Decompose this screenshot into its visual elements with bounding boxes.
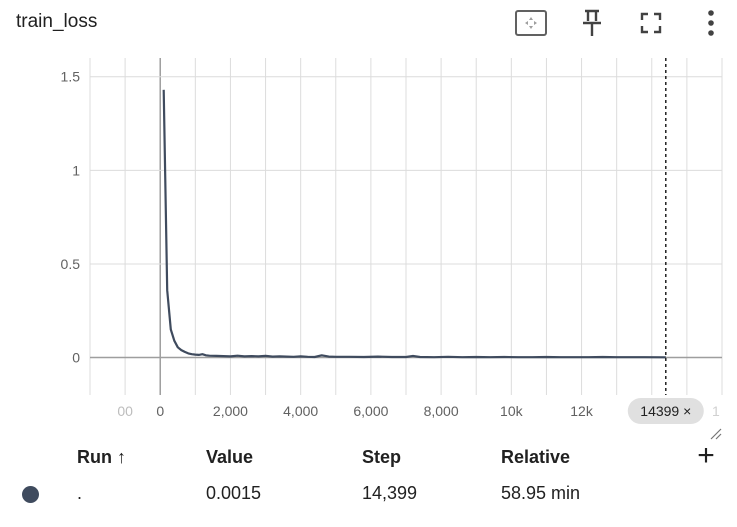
card-title: train_loss: [16, 11, 98, 32]
series-line[interactable]: [162, 89, 666, 359]
x-tick-label: 4,000: [283, 403, 318, 419]
run-color-dot[interactable]: [22, 486, 39, 503]
x-tick-label: 6,000: [353, 403, 388, 419]
run-value: 0.0015: [206, 483, 262, 503]
step-column-header: Step: [362, 447, 402, 467]
y-tick-label: 0.5: [61, 256, 81, 272]
run-step: 14,399: [362, 483, 418, 503]
add-column-button[interactable]: +: [697, 439, 715, 472]
y-tick-label: 1: [72, 162, 80, 178]
resize-icon: [710, 428, 722, 440]
y-tick-label: 1.5: [61, 69, 81, 85]
value-column-header: Value: [206, 447, 254, 467]
more-options-button[interactable]: [694, 6, 728, 40]
x-tick-label: 8,000: [424, 403, 459, 419]
fullscreen-icon: [640, 12, 662, 34]
pin-icon: [583, 9, 601, 36]
run-relative: 58.95 min: [501, 483, 581, 503]
run-column-header[interactable]: Run ↑: [77, 447, 126, 467]
x-tick-label: 0: [156, 403, 164, 419]
more-vert-icon: [708, 10, 714, 36]
x-tick-label: 10k: [500, 403, 524, 419]
x-tick-label: 2,000: [213, 403, 248, 419]
step-marker-chip[interactable]: [627, 398, 704, 424]
loss-chart[interactable]: 00.511.5 00 0 2,000 4,000 6,000 8,000 10k 12k 1 …: [0, 50, 737, 430]
pin-button[interactable]: [575, 6, 609, 40]
relative-column-header: Relative: [501, 447, 571, 467]
run-name: .: [77, 483, 83, 503]
fit-domain-button[interactable]: [514, 6, 548, 40]
x-tick-label: 12k: [570, 403, 594, 419]
fit-domain-icon: [515, 10, 547, 36]
y-tick-label: 0: [72, 350, 80, 366]
step-marker-label[interactable]: 14399 ×: [640, 403, 691, 419]
x-tick-label-clipped: 1: [712, 403, 720, 419]
fullscreen-button[interactable]: [634, 6, 668, 40]
x-tick-label: 00: [117, 403, 133, 419]
resize-handle[interactable]: [708, 426, 722, 440]
